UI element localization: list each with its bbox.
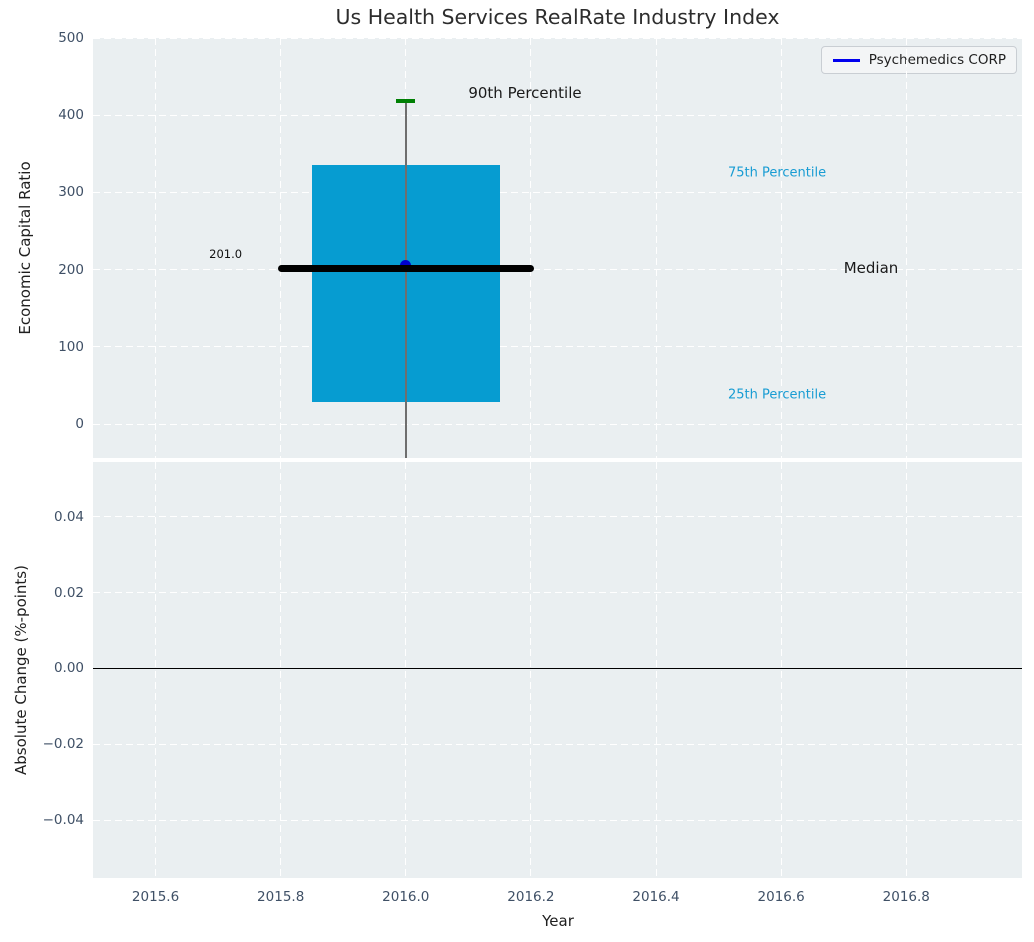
chart-title: Us Health Services RealRate Industry Ind…: [335, 5, 780, 29]
gridline-vertical: [155, 462, 157, 878]
gridline-vertical: [155, 38, 157, 458]
y-tick-label: 200: [58, 261, 84, 278]
y-axis-label-bottom: Absolute Change (%-points): [12, 565, 30, 775]
gridline-horizontal: [93, 592, 1022, 594]
gridline-vertical: [405, 462, 407, 878]
zero-reference-line: [93, 667, 1022, 670]
gridline-vertical: [780, 462, 782, 878]
boxplot-median-line: [277, 265, 534, 273]
boxplot-90th-cap: [396, 99, 416, 103]
annotation-median-label: Median: [843, 259, 899, 278]
gridline-vertical: [905, 38, 907, 458]
gridline-vertical: [280, 38, 282, 458]
y-tick-label: −0.04: [42, 812, 84, 829]
x-tick-label: 2015.8: [257, 889, 305, 905]
gridline-horizontal: [93, 114, 1022, 116]
y-tick-label: 0.02: [53, 584, 84, 601]
annotation-p90-label: 90th Percentile: [468, 83, 582, 102]
gridline-vertical: [905, 462, 907, 878]
y-tick-label: 0.04: [53, 508, 84, 525]
y-tick-label: 300: [58, 184, 84, 201]
y-tick-label: 500: [58, 30, 84, 46]
gridline-vertical: [655, 38, 657, 458]
gridline-horizontal: [93, 819, 1022, 821]
boxplot-whisker: [405, 101, 407, 458]
y-tick-label: 0: [75, 416, 84, 433]
gridline-horizontal: [93, 423, 1022, 425]
legend-label: Psychemedics CORP: [868, 52, 1006, 68]
y-tick-label: 400: [58, 107, 84, 124]
gridline-horizontal: [93, 743, 1022, 745]
gridline-horizontal: [93, 346, 1022, 348]
legend-line-icon: [832, 58, 860, 62]
annotation-p25-label: 25th Percentile: [727, 387, 827, 403]
gridline-vertical: [280, 462, 282, 878]
gridline-vertical: [530, 38, 532, 458]
x-tick-label: 2015.6: [131, 889, 180, 905]
x-tick-label: 2016.8: [882, 889, 930, 905]
gridline-vertical: [530, 462, 532, 878]
x-tick-label: 2016.6: [757, 889, 805, 905]
bottom-axes: [93, 462, 1022, 878]
gridline-horizontal: [93, 269, 1022, 271]
gridline-vertical: [655, 462, 657, 878]
x-axis-label: Year: [542, 912, 574, 930]
x-tick-label: 2016.2: [507, 889, 555, 905]
gridline-horizontal: [93, 38, 1022, 39]
x-tick-label: 2016.4: [632, 889, 680, 905]
y-tick-label: 0.00: [53, 660, 84, 677]
y-tick-label: −0.02: [42, 736, 84, 753]
annotation-p75-label: 75th Percentile: [727, 165, 827, 181]
y-tick-label: 100: [58, 338, 84, 355]
annotation-median-value-label: 201.0: [209, 247, 243, 262]
legend: Psychemedics CORP: [820, 46, 1017, 74]
x-tick-label: 2016.0: [382, 889, 430, 905]
gridline-horizontal: [93, 516, 1022, 518]
gridline-vertical: [780, 38, 782, 458]
top-axes: Psychemedics CORP 201.0 90th Percentile 75…: [93, 38, 1022, 458]
gridline-horizontal: [93, 191, 1022, 193]
